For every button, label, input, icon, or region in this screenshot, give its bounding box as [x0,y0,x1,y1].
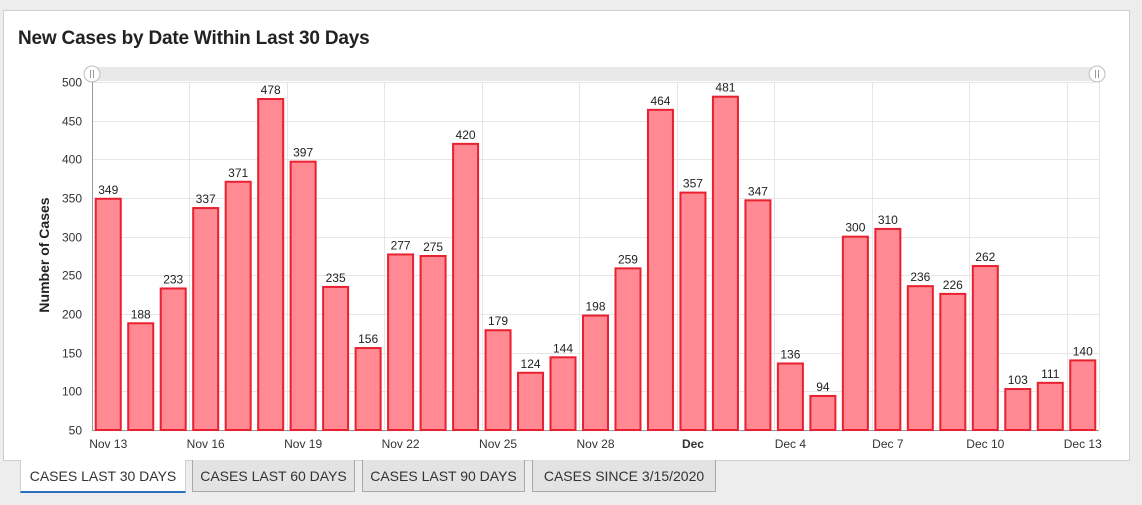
bar-value-label: 397 [293,146,313,160]
tab-cases-last-90-days[interactable]: CASES LAST 90 DAYS [362,460,525,492]
x-tick-label: Dec [682,437,704,451]
bar-nov-23 [419,255,447,431]
x-tick-label: Nov 19 [284,437,322,451]
bar-value-label: 478 [261,83,281,97]
bar-nov-26 [517,371,545,432]
bar-value-label: 349 [98,183,118,197]
bar-value-label: 144 [553,341,573,355]
bar-value-label: 262 [975,250,995,264]
y-tick-label: 350 [62,192,82,206]
y-tick-label: 300 [62,231,82,245]
bar-nov-14 [127,322,155,431]
bar-nov-21 [354,347,382,432]
x-tick-label: Dec 13 [1064,437,1102,451]
bar-dec-13 [1069,359,1097,431]
tab-cases-last-30-days[interactable]: CASES LAST 30 DAYS [20,460,186,493]
bar-nov-20 [322,285,350,431]
bar-nov-17 [224,180,252,431]
x-tick-label: Nov 25 [479,437,517,451]
bar-value-label: 277 [391,238,411,252]
bar-value-label: 420 [456,128,476,142]
bar-dec-2 [711,95,739,432]
bar-value-label: 235 [326,271,346,285]
bar-value-label: 275 [423,240,443,254]
bar-value-label: 103 [1008,373,1028,387]
bar-dec-11 [1004,388,1032,432]
bar-value-label: 198 [585,300,605,314]
y-axis-title: Number of Cases [36,197,52,312]
tab-cases-last-60-days[interactable]: CASES LAST 60 DAYS [192,460,355,492]
bar-nov-25 [484,329,512,431]
y-tick-label: 100 [62,385,82,399]
y-tick-label: 400 [62,153,82,167]
bar-dec-9 [939,292,967,432]
x-tick-label: Dec 4 [775,437,807,451]
bar-nov-18 [257,98,285,431]
x-tick-label: Dec 10 [966,437,1004,451]
bar-value-label: 310 [878,213,898,227]
y-tick-label: 150 [62,347,82,361]
x-tick-label: Dec 7 [872,437,904,451]
chart-title: New Cases by Date Within Last 30 Days [18,28,370,49]
bar-value-label: 357 [683,177,703,191]
bar-nov-24 [452,142,480,431]
bar-dec-8 [906,285,934,431]
bar-value-label: 156 [358,332,378,346]
x-tick-label: Nov 16 [187,437,225,451]
range-slider-track [92,67,1098,81]
bar-value-label: 111 [1041,367,1060,381]
bar-nov-29 [614,267,642,431]
bar-dec-1 [679,191,707,431]
x-tick-label: Nov 22 [382,437,420,451]
y-tick-label: 250 [62,269,82,283]
bar-nov-22 [387,253,415,431]
bar-value-label: 179 [488,314,508,328]
bar-value-label: 337 [196,192,216,206]
bar-dec-6 [841,235,869,431]
bar-nov-28 [582,314,609,431]
bar-dec-4 [776,362,804,432]
tab-cases-since-3-15-2020[interactable]: CASES SINCE 3/15/2020 [532,460,716,492]
bar-value-label: 481 [715,81,735,95]
bar-value-label: 464 [650,94,670,108]
bar-nov-13 [94,197,122,431]
x-tick-label: Nov 28 [576,437,614,451]
bar-value-label: 188 [131,307,151,321]
bar-value-label: 226 [943,278,963,292]
bar-value-label: 140 [1073,344,1093,358]
range-slider-right-handle[interactable] [1088,65,1106,83]
bar-value-label: 259 [618,252,638,266]
handle-knob-icon [1088,65,1106,83]
y-tick-label: 450 [62,115,82,129]
bar-value-label: 236 [910,270,930,284]
bar-nov-15 [159,287,187,432]
bar-value-label: 300 [845,221,865,235]
y-tick-label: 500 [62,76,82,90]
bar-value-label: 136 [780,347,800,361]
bar-value-label: 124 [521,357,541,371]
bar-value-label: 371 [228,166,248,180]
bar-nov-30 [646,108,674,431]
bar-dec-5 [809,394,837,431]
y-tick-label: 200 [62,308,82,322]
bar-dec-7 [874,227,902,431]
bar-dec-10 [971,265,999,432]
y-tick-label: 50 [69,424,83,438]
handle-knob-icon [83,65,101,83]
bar-nov-19 [289,160,317,432]
bar-value-label: 94 [816,380,830,394]
bar-dec-12 [1036,381,1064,431]
bar-nov-27 [549,356,577,432]
bar-nov-16 [192,207,220,431]
range-slider-left-handle[interactable] [83,65,101,83]
bar-dec-3 [744,199,772,431]
x-tick-label: Nov 13 [89,437,127,451]
bar-value-label: 233 [163,272,183,286]
bar-value-label: 347 [748,184,768,198]
